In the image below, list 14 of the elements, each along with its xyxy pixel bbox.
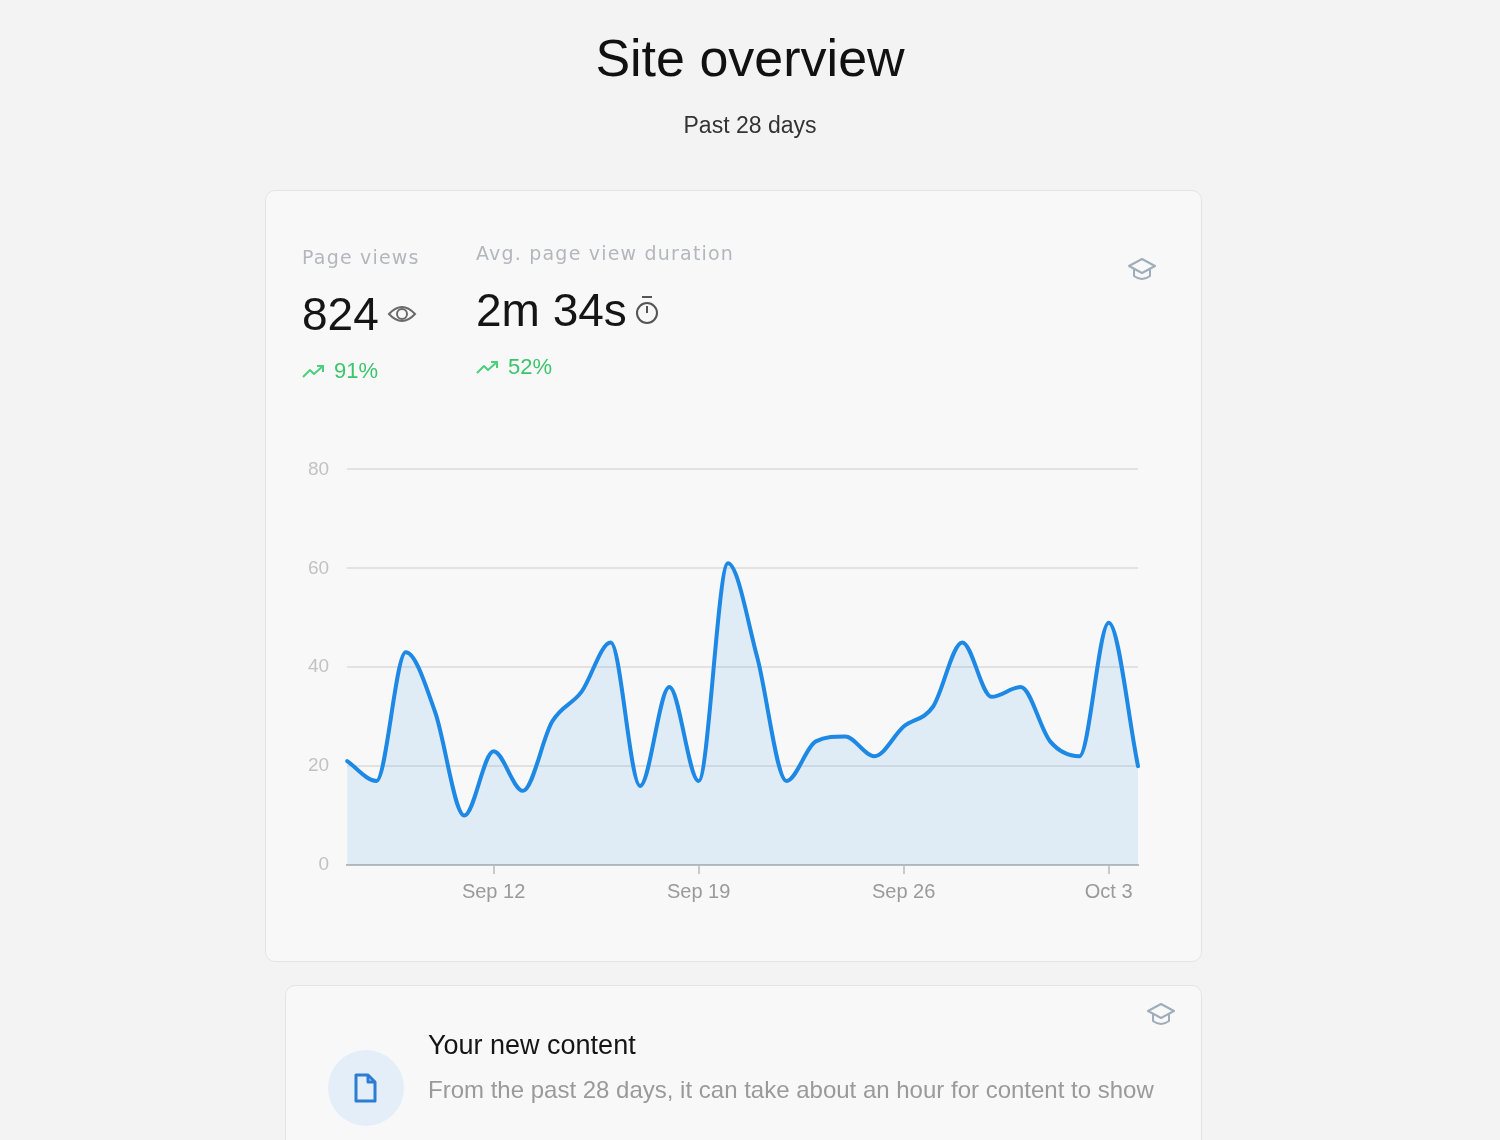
x-tick-label: Sep 12 xyxy=(461,879,526,902)
text: 824 xyxy=(302,288,379,340)
text: Avg. page view duration xyxy=(476,242,735,264)
x-tick-label: Sep 26 xyxy=(871,879,936,902)
x-tick-label: Oct 3 xyxy=(1084,879,1133,902)
text: Page views xyxy=(302,246,420,268)
chart-title: Site overview xyxy=(594,28,906,88)
text: From the past 28 days, it can take about an hour for content to show xyxy=(428,1076,1154,1104)
chart-subtitle: Past 28 days xyxy=(682,112,818,139)
x-tick-label: Sep 19 xyxy=(666,879,731,902)
text: 52% xyxy=(508,354,553,380)
text: Your new content xyxy=(428,1030,636,1061)
text: 91% xyxy=(334,358,379,384)
text: 2m 34s xyxy=(476,284,627,336)
